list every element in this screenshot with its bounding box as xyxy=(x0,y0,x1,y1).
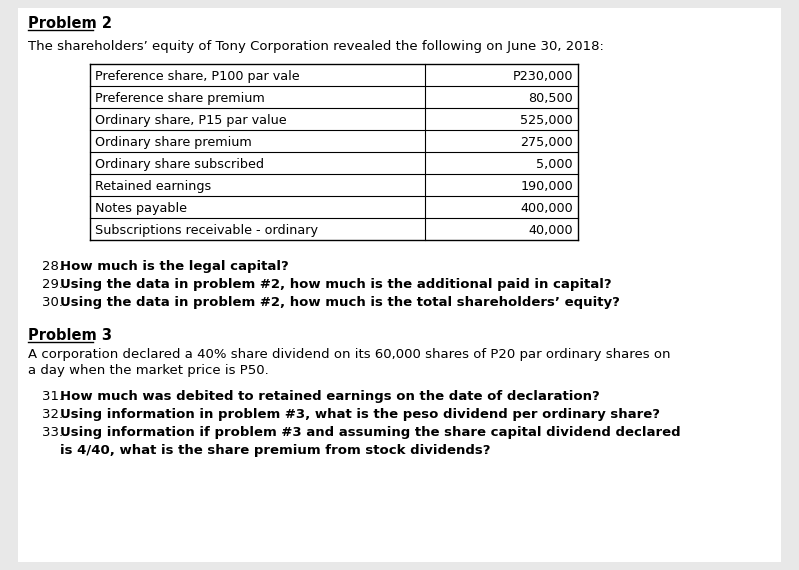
Text: Subscriptions receivable - ordinary: Subscriptions receivable - ordinary xyxy=(95,224,318,237)
Text: 80,500: 80,500 xyxy=(528,92,573,105)
Text: How much is the legal capital?: How much is the legal capital? xyxy=(60,260,288,273)
Text: 400,000: 400,000 xyxy=(520,202,573,215)
Text: a day when the market price is P50.: a day when the market price is P50. xyxy=(28,364,268,377)
Text: 30.: 30. xyxy=(42,296,67,309)
Text: P230,000: P230,000 xyxy=(512,70,573,83)
Text: 40,000: 40,000 xyxy=(528,224,573,237)
Text: The shareholders’ equity of Tony Corporation revealed the following on June 30, : The shareholders’ equity of Tony Corpora… xyxy=(28,40,604,53)
Text: Using the data in problem #2, how much is the total shareholders’ equity?: Using the data in problem #2, how much i… xyxy=(60,296,620,309)
Text: 275,000: 275,000 xyxy=(520,136,573,149)
Text: 32.: 32. xyxy=(42,408,67,421)
Text: 33.: 33. xyxy=(42,426,67,439)
Text: 5,000: 5,000 xyxy=(536,158,573,171)
Text: Ordinary share subscribed: Ordinary share subscribed xyxy=(95,158,264,171)
Text: 190,000: 190,000 xyxy=(520,180,573,193)
Text: 29.: 29. xyxy=(42,278,67,291)
Text: 28.: 28. xyxy=(42,260,67,273)
Text: Preference share, P100 par vale: Preference share, P100 par vale xyxy=(95,70,300,83)
Text: Using information if problem #3 and assuming the share capital dividend declared: Using information if problem #3 and assu… xyxy=(60,426,681,439)
Text: Preference share premium: Preference share premium xyxy=(95,92,264,105)
Text: Ordinary share, P15 par value: Ordinary share, P15 par value xyxy=(95,114,287,127)
Text: Problem 3: Problem 3 xyxy=(28,328,112,343)
Text: Using information in problem #3, what is the peso dividend per ordinary share?: Using information in problem #3, what is… xyxy=(60,408,660,421)
Text: Notes payable: Notes payable xyxy=(95,202,187,215)
Text: Using the data in problem #2, how much is the additional paid in capital?: Using the data in problem #2, how much i… xyxy=(60,278,611,291)
Text: How much was debited to retained earnings on the date of declaration?: How much was debited to retained earning… xyxy=(60,390,600,403)
Text: Ordinary share premium: Ordinary share premium xyxy=(95,136,252,149)
Text: is 4/40, what is the share premium from stock dividends?: is 4/40, what is the share premium from … xyxy=(60,444,491,457)
Text: Problem 2: Problem 2 xyxy=(28,16,112,31)
Text: 31.: 31. xyxy=(42,390,67,403)
Text: 525,000: 525,000 xyxy=(520,114,573,127)
Text: A corporation declared a 40% share dividend on its 60,000 shares of P20 par ordi: A corporation declared a 40% share divid… xyxy=(28,348,670,361)
Text: Retained earnings: Retained earnings xyxy=(95,180,211,193)
